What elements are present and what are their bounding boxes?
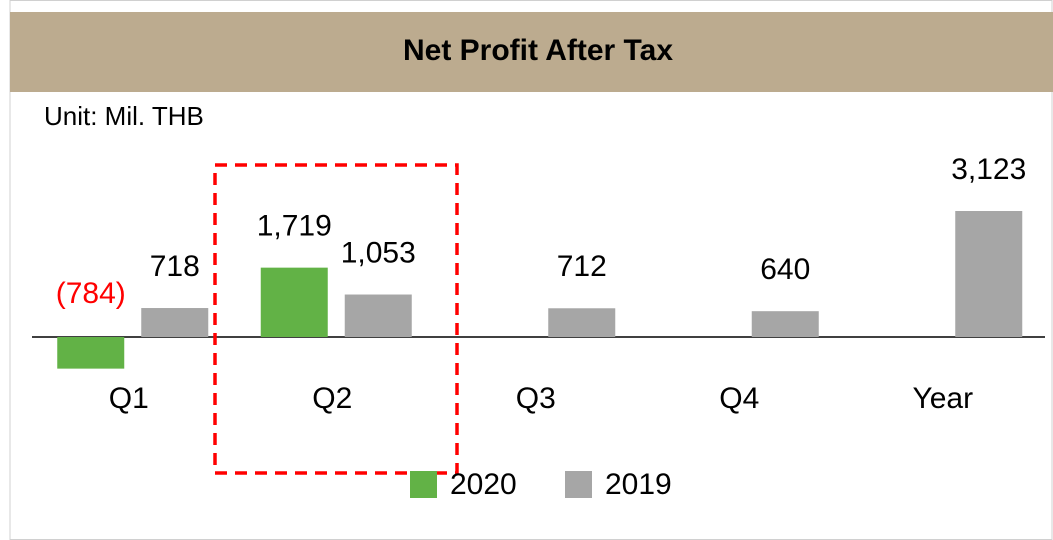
legend-swatch [565, 471, 592, 498]
legend-label: 2019 [605, 468, 672, 501]
legend-swatch [410, 471, 437, 498]
data-label: 1,053 [341, 236, 416, 269]
x-tick-label: Q1 [109, 382, 149, 415]
bar [260, 267, 328, 337]
x-tick-label: Q2 [312, 382, 352, 415]
bar [141, 308, 209, 337]
legend-label: 2020 [450, 468, 517, 501]
highlight-box [213, 163, 459, 475]
bar [57, 337, 125, 369]
unit-label: Unit: Mil. THB [44, 101, 204, 131]
data-label: 718 [150, 250, 200, 283]
bar [548, 308, 616, 337]
x-tick-label: Year [912, 382, 973, 415]
data-label: (784) [56, 277, 126, 310]
bar [955, 211, 1023, 337]
header-band [10, 12, 1053, 92]
data-label: 3,123 [951, 153, 1026, 186]
bar [344, 294, 412, 337]
data-label: 640 [760, 253, 810, 286]
bar [751, 311, 819, 337]
chart-title: Net Profit After Tax [403, 34, 673, 67]
data-label: 1,719 [257, 210, 332, 243]
data-label: 712 [557, 250, 607, 283]
x-tick-label: Q3 [516, 382, 556, 415]
x-tick-label: Q4 [719, 382, 759, 415]
